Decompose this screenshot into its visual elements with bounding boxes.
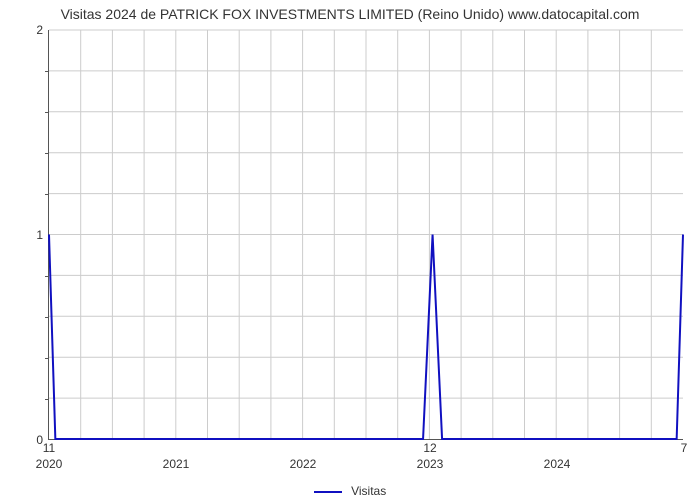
legend-swatch [314,491,342,493]
y-tick-label: 1 [36,228,43,242]
visits-chart: Visitas 2024 de PATRICK FOX INVESTMENTS … [0,0,700,500]
chart-svg [49,30,683,439]
legend-label: Visitas [351,484,386,498]
x-tick-year: 2024 [544,457,571,471]
x-tick-sub: 11 [43,441,55,455]
y-tick-label: 2 [36,23,43,37]
x-tick-year: 2021 [163,457,190,471]
chart-title: Visitas 2024 de PATRICK FOX INVESTMENTS … [0,6,700,22]
x-tick-sub: 7 [681,441,688,455]
x-tick-year: 2022 [290,457,317,471]
plot-area: 0122020202120222023202411127 [48,30,683,440]
x-tick-sub: 12 [423,441,436,455]
x-tick-year: 2020 [36,457,63,471]
x-tick-year: 2023 [417,457,444,471]
legend: Visitas [0,484,700,498]
